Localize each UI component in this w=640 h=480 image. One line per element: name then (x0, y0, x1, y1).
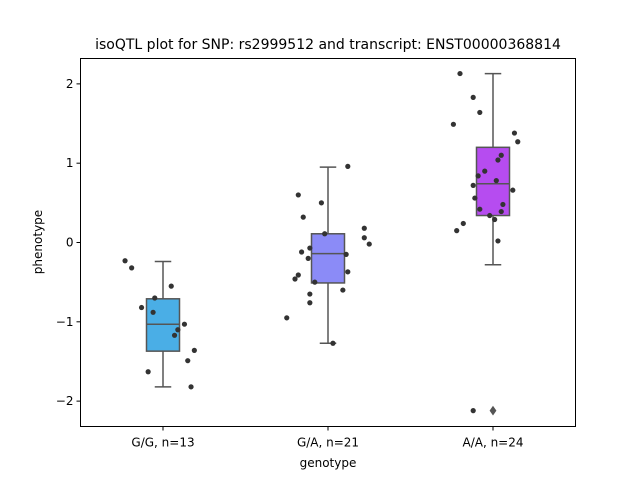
data-point (361, 235, 367, 241)
y-tick-label: 1 (66, 156, 74, 170)
data-point (450, 121, 456, 127)
data-point (495, 238, 501, 244)
data-point (511, 130, 518, 136)
x-tick-label: A/A, n=24 (462, 436, 523, 450)
box-group-2 (475, 72, 511, 416)
data-point (152, 295, 158, 301)
data-point (295, 192, 301, 198)
data-point (510, 187, 516, 193)
data-point (145, 369, 151, 375)
data-point (300, 214, 306, 220)
data-point (457, 70, 463, 77)
data-point (454, 228, 460, 234)
data-point (150, 309, 156, 315)
data-point (305, 255, 311, 261)
data-point (138, 304, 145, 311)
data-point (498, 152, 504, 158)
box-group-1 (310, 166, 346, 344)
outlier-marker (489, 405, 497, 416)
data-point (470, 182, 476, 188)
x-axis-label: genotype (300, 456, 357, 470)
data-point (500, 201, 506, 208)
data-point (475, 173, 481, 179)
data-point (188, 384, 194, 390)
data-point (318, 200, 324, 206)
y-tick-label: 0 (66, 236, 74, 250)
data-point (312, 279, 318, 285)
x-tick-label: G/A, n=21 (297, 436, 359, 450)
data-point (470, 94, 476, 100)
data-point (185, 358, 191, 364)
data-point (181, 321, 188, 327)
data-point (322, 231, 328, 237)
data-point (168, 283, 174, 289)
data-point (175, 327, 181, 333)
data-point (284, 315, 290, 321)
y-tick-label: −1 (56, 315, 74, 329)
data-point (460, 220, 466, 227)
data-point (129, 265, 135, 271)
data-point (299, 249, 305, 255)
data-point (477, 109, 483, 116)
data-point (492, 216, 498, 223)
data-point (307, 245, 313, 251)
data-point (498, 208, 504, 215)
data-point (472, 195, 478, 201)
y-axis-label: phenotype (31, 210, 45, 274)
data-point (307, 291, 313, 297)
chart-title: isoQTL plot for SNP: rs2999512 and trans… (95, 37, 561, 53)
data-point (493, 178, 499, 184)
data-point (330, 340, 336, 346)
data-point (122, 258, 128, 264)
data-point (477, 206, 483, 212)
box (145, 298, 181, 352)
data-point (340, 287, 346, 293)
y-tick-label: 2 (66, 77, 74, 91)
data-point (307, 300, 313, 306)
data-point (345, 163, 351, 169)
data-point (171, 332, 178, 338)
data-point (470, 408, 476, 414)
box (310, 233, 346, 284)
data-point (366, 241, 372, 247)
box-group-0 (145, 260, 181, 388)
y-tick-label: −2 (56, 394, 74, 408)
plot-area (122, 70, 521, 416)
data-point (495, 157, 501, 163)
data-point (295, 272, 301, 278)
data-point (191, 347, 197, 353)
data-point (343, 251, 349, 257)
data-point (345, 269, 351, 275)
data-point (482, 168, 488, 174)
data-point (487, 212, 493, 219)
data-point (361, 225, 367, 231)
data-point (515, 139, 521, 145)
x-tick-label: G/G, n=13 (131, 436, 194, 450)
axes: −2 −1 0 1 2 G/G, n=13 G/A, n=21 A/A, n=24 (56, 77, 524, 450)
data-point (292, 276, 298, 282)
